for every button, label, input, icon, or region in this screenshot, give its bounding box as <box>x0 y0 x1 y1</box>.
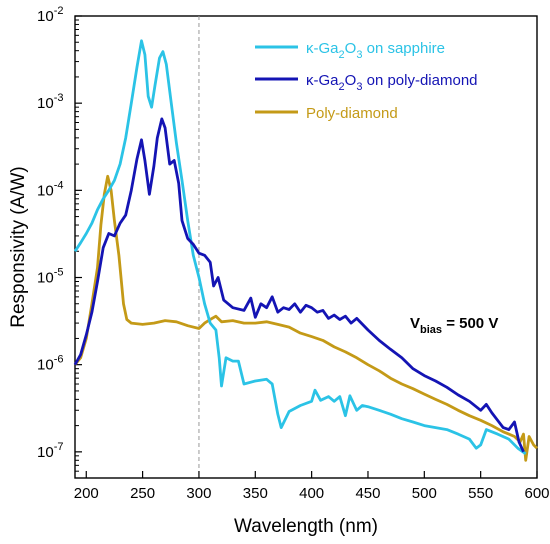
legend: κ-Ga2O3 on sapphire κ-Ga2O3 on poly-diam… <box>255 40 478 122</box>
y-tick-label: 10-2 <box>37 5 63 25</box>
y-tick-label: 10-4 <box>37 179 63 199</box>
bias-annotation-sub: bias <box>420 324 442 336</box>
series-line-sapphire <box>73 39 527 455</box>
legend-label-poly-diamond-film-part-b: O <box>345 72 357 89</box>
legend-label-sapphire-part-c: on sapphire <box>362 40 445 57</box>
bias-annotation-rest: = 500 V <box>442 315 498 332</box>
legend-label-sapphire-part-a: κ-Ga <box>306 40 339 57</box>
legend-label-sapphire-part-b: O <box>345 40 357 57</box>
legend-label-poly-diamond-film-part-a: κ-Ga <box>306 72 339 89</box>
legend-label-poly-diamond-film-sub-1: 2 <box>339 81 345 93</box>
series-layer <box>73 39 538 462</box>
x-tick-label: 600 <box>524 485 549 502</box>
x-tick-label: 450 <box>355 485 380 502</box>
y-tick-label: 10-6 <box>37 354 63 374</box>
x-tick-label: 500 <box>412 485 437 502</box>
legend-label-sapphire-sub-2: 3 <box>356 49 362 61</box>
plot-frame <box>74 15 538 479</box>
series-line-poly-diamond-film <box>73 117 525 453</box>
x-axis-title: Wavelength (nm) <box>234 516 378 537</box>
bias-annotation-main: V <box>410 315 420 332</box>
bias-annotation: Vbias = 500 V <box>410 315 498 336</box>
y-axis-ticks: 10-7 10-6 10-5 10-4 10-3 10-2 <box>37 5 82 472</box>
y-tick-label: 10-3 <box>37 92 63 112</box>
x-tick-label: 200 <box>74 485 99 502</box>
x-tick-label: 400 <box>299 485 324 502</box>
legend-label-sapphire-sub-1: 2 <box>339 49 345 61</box>
legend-label-poly-diamond-film-part-c: on poly-diamond <box>362 72 477 89</box>
x-tick-label: 250 <box>130 485 155 502</box>
x-tick-label: 300 <box>186 485 211 502</box>
y-tick-label: 10-7 <box>37 441 63 461</box>
legend-label-poly-diamond: Poly-diamond <box>306 105 398 122</box>
x-axis-ticks: 200 250 300 350 400 450 500 550 600 <box>74 471 550 502</box>
x-tick-label: 350 <box>243 485 268 502</box>
legend-label-poly-diamond-film: κ-Ga2O3 on poly-diamond <box>306 72 478 93</box>
y-axis-title: Responsivity (A/W) <box>8 166 29 328</box>
legend-label-poly-diamond-film-sub-2: 3 <box>356 81 362 93</box>
legend-label-sapphire: κ-Ga2O3 on sapphire <box>306 40 445 61</box>
y-tick-label: 10-5 <box>37 267 63 287</box>
x-tick-label: 550 <box>468 485 493 502</box>
